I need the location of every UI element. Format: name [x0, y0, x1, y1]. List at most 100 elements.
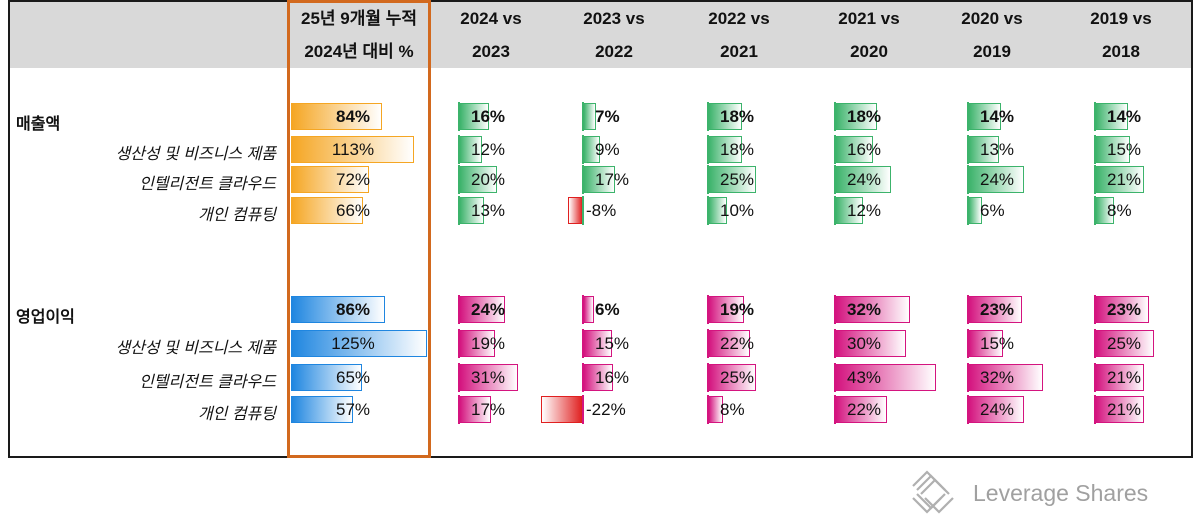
column-header-line: 2022 vs — [708, 9, 770, 28]
bar-baseline — [967, 363, 969, 392]
data-label: 31% — [471, 368, 506, 387]
data-label: 16% — [595, 368, 630, 387]
data-label: 12% — [847, 201, 882, 220]
data-label: 32% — [980, 368, 1015, 387]
data-label: 86% — [335, 300, 371, 319]
data-bar — [1095, 103, 1128, 130]
bar-baseline — [707, 102, 709, 131]
data-label: 10% — [720, 201, 755, 220]
bar-baseline — [582, 102, 584, 131]
data-label: 23% — [980, 300, 1015, 319]
section-title: 매출액 — [16, 116, 61, 133]
bar-baseline — [707, 196, 709, 225]
bar-baseline — [834, 295, 836, 324]
data-bar — [291, 330, 427, 357]
data-label: 30% — [847, 334, 882, 353]
bar-baseline — [458, 165, 460, 194]
data-bar — [291, 197, 363, 224]
column-header: 2022 vs 2021 — [674, 2, 804, 68]
data-label: 19% — [471, 334, 506, 353]
brand-name: Leverage Shares — [973, 480, 1149, 506]
data-label: 72% — [335, 170, 371, 189]
data-label: 125% — [331, 334, 375, 353]
bar-baseline — [458, 329, 460, 358]
section-title: 영업이익 — [16, 309, 75, 326]
data-label: 21% — [1107, 400, 1142, 419]
bar-baseline — [582, 135, 584, 164]
data-bar — [291, 103, 383, 130]
bar-baseline — [967, 295, 969, 324]
data-label: 84% — [335, 107, 371, 126]
bar-baseline — [707, 329, 709, 358]
data-label: -22% — [586, 400, 626, 419]
data-label: 13% — [980, 140, 1015, 159]
header-band — [10, 2, 1191, 68]
highlight-column-box — [287, 0, 431, 458]
data-bar — [1095, 364, 1145, 391]
bar-baseline — [1094, 165, 1096, 194]
column-header-line: 2019 vs — [1090, 9, 1152, 28]
column-header: 2020 vs 2019 — [927, 2, 1057, 68]
data-bar — [708, 330, 750, 357]
highlight-header-line2: 2024년 대비 % — [304, 42, 414, 61]
data-label: 16% — [847, 140, 882, 159]
column-header-line: 2019 — [973, 42, 1011, 61]
data-label: 25% — [720, 368, 755, 387]
bar-baseline — [967, 135, 969, 164]
bar-baseline — [458, 102, 460, 131]
bar-baseline — [967, 329, 969, 358]
bar-baseline — [707, 395, 709, 424]
bar-baseline — [1094, 135, 1096, 164]
bar-baseline — [1094, 196, 1096, 225]
data-bar — [459, 103, 490, 130]
data-label: 21% — [1107, 170, 1142, 189]
data-label: 21% — [1107, 368, 1142, 387]
data-label: 24% — [980, 400, 1015, 419]
bar-baseline — [1094, 329, 1096, 358]
data-label: 25% — [1107, 334, 1142, 353]
data-bar — [1095, 396, 1145, 423]
data-bar — [291, 364, 362, 391]
column-header-line: 2018 — [1102, 42, 1140, 61]
data-bar — [291, 296, 385, 323]
bar-baseline — [1094, 102, 1096, 131]
row-label: 생산성 및 비즈니스 제품 — [115, 340, 276, 357]
bar-baseline — [834, 102, 836, 131]
column-header-line: 2023 vs — [583, 9, 645, 28]
highlight-column-header: 25년 9개월 누적 2024년 대비 % — [294, 2, 424, 68]
data-bar — [567, 197, 583, 224]
data-bar — [291, 166, 370, 193]
data-label: 20% — [471, 170, 506, 189]
bar-baseline — [834, 135, 836, 164]
data-bar — [459, 197, 484, 224]
data-bar — [1095, 296, 1150, 323]
column-header-line: 2023 — [472, 42, 510, 61]
bar-baseline — [834, 395, 836, 424]
bar-baseline — [707, 165, 709, 194]
brand: Leverage Shares — [905, 462, 1185, 522]
data-label: 8% — [720, 400, 745, 419]
data-bar — [583, 166, 616, 193]
data-label: 13% — [471, 201, 506, 220]
data-label: 24% — [980, 170, 1015, 189]
data-bar — [541, 396, 583, 423]
bar-baseline — [582, 295, 584, 324]
bar-baseline — [834, 329, 836, 358]
bar-baseline — [834, 165, 836, 194]
data-label: 18% — [720, 140, 755, 159]
row-label: 개인 컴퓨팅 — [197, 406, 276, 423]
data-label: 22% — [720, 334, 755, 353]
data-label: 12% — [471, 140, 506, 159]
bar-baseline — [1094, 395, 1096, 424]
bar-baseline — [1094, 363, 1096, 392]
data-bar — [459, 166, 497, 193]
data-label: 24% — [471, 300, 506, 319]
column-header-line: 2021 — [720, 42, 758, 61]
bar-baseline — [707, 135, 709, 164]
data-label: 43% — [847, 368, 882, 387]
data-bar — [968, 364, 1044, 391]
data-label: 18% — [720, 107, 755, 126]
data-bar — [835, 364, 937, 391]
data-bar — [968, 396, 1025, 423]
data-bar — [968, 296, 1023, 323]
